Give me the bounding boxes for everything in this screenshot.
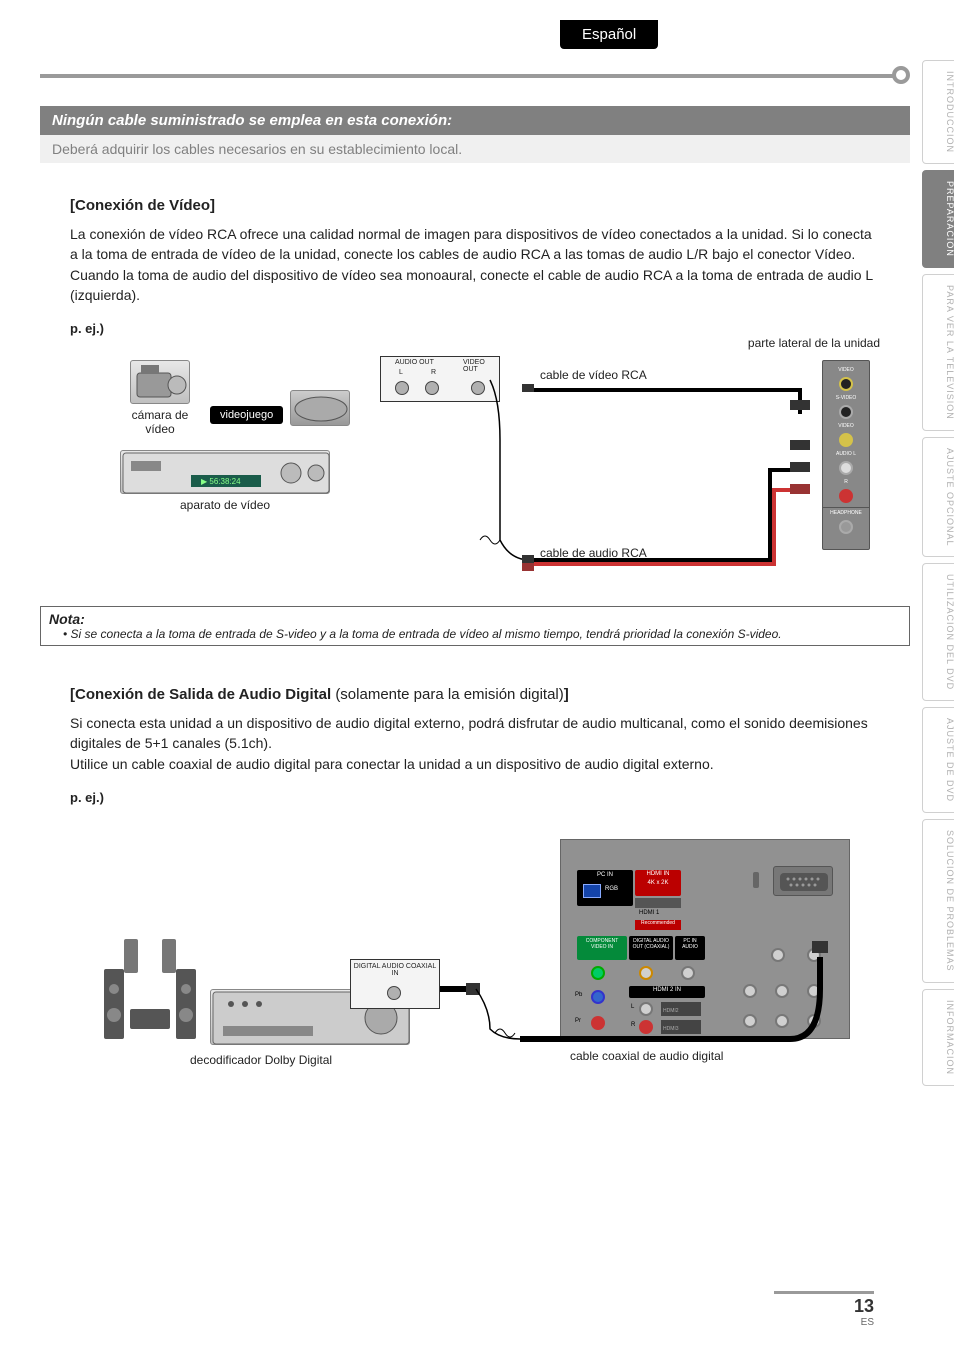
digital-title-c: ] — [564, 686, 569, 703]
tab-informacion[interactable]: INFORMACIÓN — [922, 989, 954, 1086]
video-connection-diagram: cámara de vídeo videojuego ▶ 56:38:24 ap… — [70, 340, 880, 600]
video-example-label: p. ej.) — [70, 321, 880, 336]
tab-ajuste-opcional[interactable]: AJUSTE OPCIONAL — [922, 437, 954, 558]
digital-section-body: Si conecta esta unidad a un dispositivo … — [70, 713, 880, 774]
note-title: Nota: — [49, 611, 901, 627]
callout-title: Ningún cable suministrado se emplea en e… — [40, 106, 910, 135]
digital-section-title: [Conexión de Salida de Audio Digital (so… — [70, 686, 880, 703]
note-box: Nota: • Si se conecta a la toma de entra… — [40, 606, 910, 646]
page-number: 13 — [774, 1296, 874, 1317]
callout-box: Ningún cable suministrado se emplea en e… — [40, 106, 910, 163]
callout-subtitle: Deberá adquirir los cables necesarios en… — [40, 135, 910, 163]
digital-connection-diagram: decodificador Dolby Digital DIGITAL AUDI… — [70, 809, 880, 1129]
video-section-title: [Conexión de Vídeo] — [70, 197, 880, 214]
note-body: • Si se conecta a la toma de entrada de … — [49, 627, 901, 641]
tab-dvd[interactable]: UTILIZACIÓN DEL DVD — [922, 563, 954, 701]
digital-title-a: [Conexión de Salida de Audio Digital — [70, 686, 335, 703]
header-circle-icon — [892, 66, 910, 84]
side-tabs: INTRODUCCIÓN PREPARACIÓN PARA VER LA TEL… — [922, 60, 954, 1086]
tab-problemas[interactable]: SOLUCIÓN DE PROBLEMAS — [922, 819, 954, 983]
digital-title-b: (solamente para la emisión digital) — [335, 686, 563, 703]
page-footer: 13 ES — [774, 1291, 874, 1328]
language-tag: Español — [560, 20, 658, 49]
tab-introduccion[interactable]: INTRODUCCIÓN — [922, 60, 954, 164]
tab-television[interactable]: PARA VER LA TELEVISIÓN — [922, 274, 954, 431]
header-divider — [40, 70, 910, 82]
cable-lines-icon — [70, 340, 880, 600]
tab-ajuste-dvd[interactable]: AJUSTE DE DVD — [922, 707, 954, 813]
digital-cable-lines-icon — [70, 809, 880, 1129]
tab-preparacion[interactable]: PREPARACIÓN — [922, 170, 954, 268]
video-section-body: La conexión de vídeo RCA ofrece una cali… — [70, 224, 880, 305]
page-lang: ES — [774, 1317, 874, 1328]
digital-example-label: p. ej.) — [70, 790, 880, 805]
